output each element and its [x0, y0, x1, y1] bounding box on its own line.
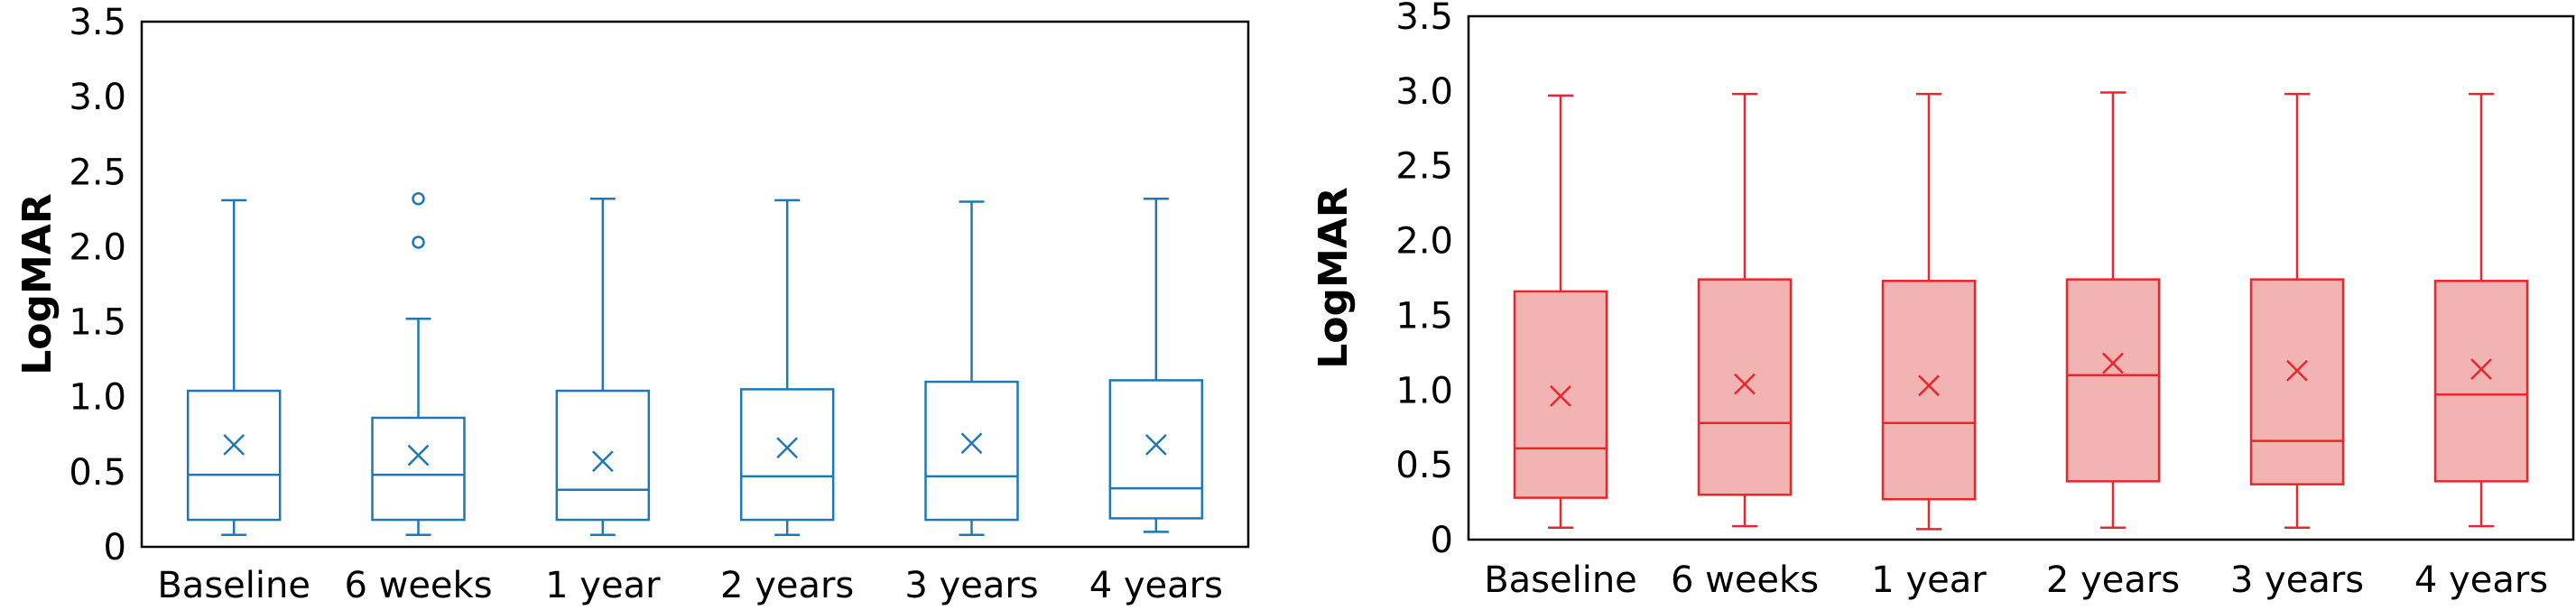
- y-tick-label: 3.5: [69, 2, 126, 43]
- y-tick-label: 0: [104, 527, 126, 568]
- x-category-label: 2 years: [720, 565, 854, 606]
- iqr-box: [739, 388, 835, 522]
- y-tick-label: 3.0: [1395, 71, 1453, 113]
- x-category-label: Baseline: [1484, 559, 1637, 601]
- x-category-label: 6 weeks: [1671, 559, 1819, 601]
- y-tick-label: 1.5: [69, 302, 126, 344]
- y-axis-title: LogMAR: [14, 193, 60, 374]
- box-1-year: [555, 197, 651, 536]
- chart-panel-2: 0 0.5 1.0 1.5 2.0 2.5 3.0 3.5 LogMAR Baseline 6 we…: [1311, 0, 2575, 601]
- x-category-label: 6 weeks: [344, 565, 492, 606]
- mean-marker: [960, 432, 983, 455]
- x-category-label: 4 years: [2414, 559, 2548, 601]
- iqr-box: [1881, 280, 1977, 501]
- box-1-year: [1881, 92, 1977, 531]
- iqr-box: [186, 389, 282, 522]
- outlier-point: [412, 236, 425, 249]
- y-tick-label: 2.0: [69, 226, 126, 268]
- x-category-label: 3 years: [904, 565, 1038, 606]
- plot-frame: [1467, 14, 2575, 541]
- mean-marker: [2470, 358, 2492, 380]
- box-2-years: [739, 199, 835, 536]
- mean-marker: [591, 450, 614, 473]
- iqr-box: [2249, 278, 2345, 485]
- x-category-label: Baseline: [157, 565, 310, 606]
- mean-marker: [1734, 373, 1756, 395]
- x-category-label: 1 year: [545, 565, 661, 606]
- iqr-box: [2065, 278, 2161, 483]
- outlier-point: [412, 191, 425, 206]
- x-category-label: 1 year: [1871, 559, 1987, 601]
- iqr-box: [1697, 278, 1793, 496]
- y-tick-label: 3.0: [69, 77, 126, 118]
- mean-marker: [407, 444, 430, 467]
- iqr-box: [1108, 379, 1204, 520]
- mean-marker: [1550, 385, 1571, 407]
- x-category-label: 4 years: [1089, 565, 1223, 606]
- y-tick-label: 0.5: [69, 452, 126, 494]
- mean-marker: [2102, 352, 2124, 374]
- x-category-label: 3 years: [2230, 559, 2364, 601]
- y-tick-label: 0: [1431, 520, 1453, 561]
- mean-marker: [2286, 359, 2308, 382]
- box-2-years: [2065, 91, 2161, 529]
- y-tick-label: 0.5: [1395, 445, 1453, 486]
- mean-marker: [1918, 374, 1940, 397]
- iqr-box: [2433, 280, 2529, 483]
- mean-marker: [223, 434, 246, 456]
- x-category-label: 2 years: [2046, 559, 2180, 601]
- box-3-years: [924, 200, 1019, 536]
- y-tick-label: 3.5: [1395, 0, 1453, 38]
- iqr-box: [555, 389, 651, 522]
- box-4-years: [2433, 92, 2529, 528]
- mean-marker: [776, 437, 799, 459]
- box-6-weeks: [371, 191, 466, 536]
- box-3-years: [2249, 92, 2345, 529]
- iqr-box: [371, 416, 466, 522]
- box-baseline: [186, 199, 282, 536]
- plot-frame: [140, 20, 1250, 549]
- chart-panel-1: 0 0.5 1.0 1.5 2.0 2.5 3.0 3.5 LogMAR Baseline 6 we…: [14, 2, 1250, 606]
- y-axis-title: LogMAR: [1311, 187, 1357, 368]
- y-tick-label: 2.5: [1395, 146, 1453, 188]
- box-baseline: [1513, 94, 1608, 529]
- y-tick-label: 1.0: [69, 377, 126, 419]
- mean-marker: [1144, 434, 1167, 456]
- y-tick-label: 1.5: [1395, 295, 1453, 337]
- y-tick-label: 2.0: [1395, 221, 1453, 263]
- iqr-box: [924, 380, 1019, 522]
- box-4-years: [1108, 197, 1204, 533]
- box-6-weeks: [1697, 92, 1793, 528]
- y-tick-label: 2.5: [69, 152, 126, 193]
- y-tick-label: 1.0: [1395, 370, 1453, 411]
